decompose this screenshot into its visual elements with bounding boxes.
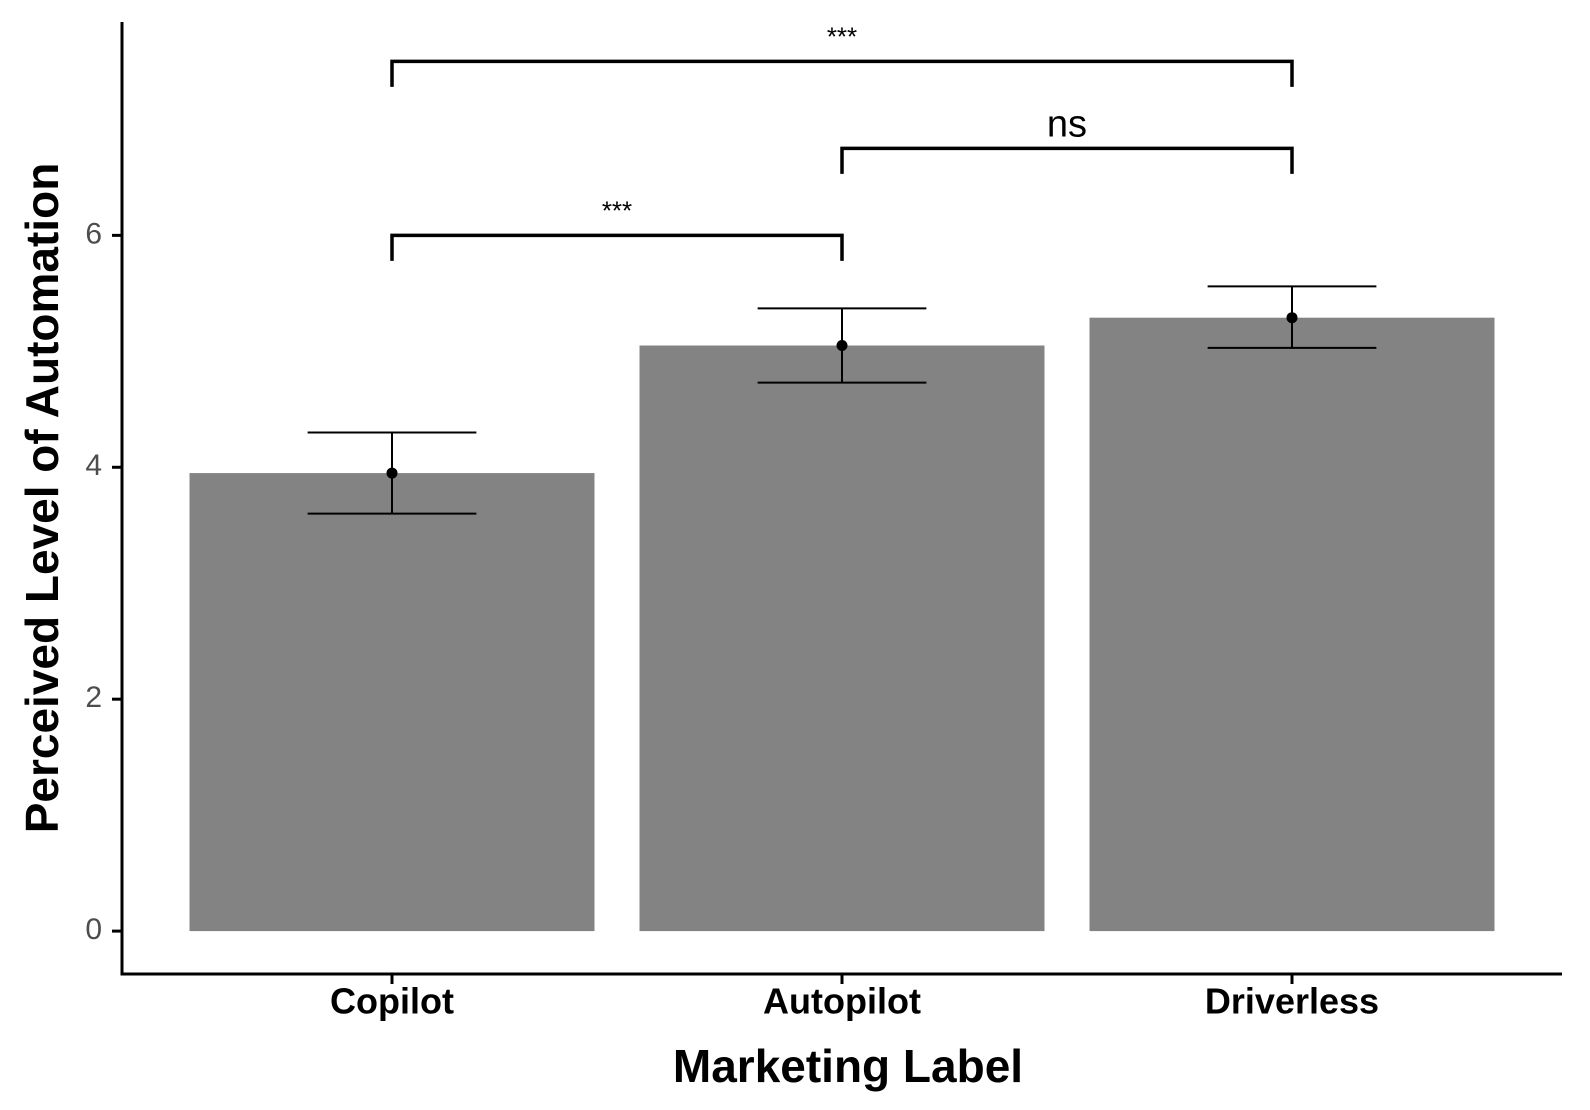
significance-bracket-3: *** bbox=[390, 21, 1294, 87]
significance-label: *** bbox=[602, 195, 632, 225]
y-tick-label-6: 6 bbox=[85, 217, 102, 250]
significance-brackets-layer: *** ns *** bbox=[390, 21, 1294, 261]
significance-label: *** bbox=[827, 21, 857, 51]
y-tick-label-4: 4 bbox=[85, 449, 102, 482]
mean-point-copilot bbox=[386, 467, 398, 479]
y-tick-label-2: 2 bbox=[85, 681, 102, 714]
y-tick-label-0: 0 bbox=[85, 913, 102, 946]
bar-copilot bbox=[189, 473, 595, 932]
bar-autopilot bbox=[639, 345, 1045, 932]
bar-driverless bbox=[1089, 317, 1495, 932]
x-tick-label-autopilot: Autopilot bbox=[763, 981, 921, 1022]
significance-bracket-1: *** bbox=[390, 195, 844, 261]
x-tick-label-copilot: Copilot bbox=[330, 981, 454, 1022]
x-tick-label-driverless: Driverless bbox=[1205, 981, 1379, 1022]
bars-layer bbox=[189, 317, 1495, 932]
y-ticks-layer: 0 2 4 6 bbox=[85, 217, 122, 946]
significance-bracket-2: ns bbox=[840, 103, 1294, 174]
mean-point-driverless bbox=[1286, 312, 1298, 324]
y-axis-title: Perceived Level of Automation bbox=[16, 163, 68, 834]
x-axis-title: Marketing Label bbox=[673, 1040, 1023, 1092]
x-ticks-layer: Copilot Autopilot Driverless bbox=[330, 974, 1379, 1022]
significance-label: ns bbox=[1047, 103, 1087, 145]
bracket-line bbox=[390, 233, 844, 261]
bracket-line bbox=[390, 59, 1294, 87]
mean-points-layer bbox=[386, 312, 1298, 479]
mean-point-autopilot bbox=[836, 340, 848, 352]
bracket-line bbox=[840, 146, 1294, 174]
